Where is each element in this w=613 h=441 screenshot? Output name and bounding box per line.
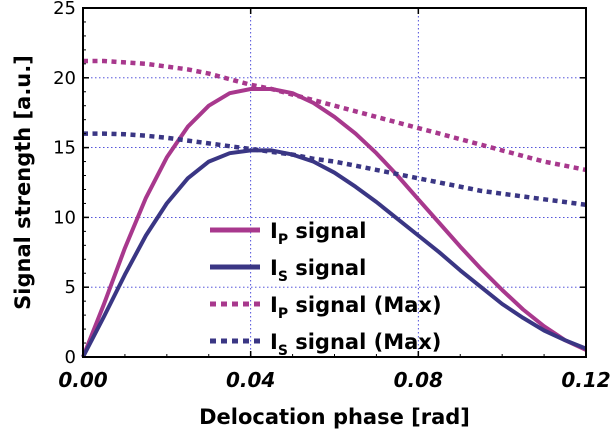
series-line-0 [81,87,587,358]
y-tick-label: 0 [65,347,76,368]
y-axis-label: Signal strength [a.u.] [11,55,35,310]
legend-main: I [270,219,278,243]
y-tick-label: 20 [53,68,76,89]
y-tick-label: 5 [65,277,76,298]
legend-main: I [270,293,278,317]
x-tick-label: 0.12 [561,368,610,392]
x-tick-label: 0.00 [58,368,107,392]
y-tick-label: 25 [53,0,76,19]
legend-subscript: S [278,269,288,285]
y-tick-label: 15 [53,138,76,159]
legend-label-3: IS signal (Max) [270,330,441,359]
x-tick-label: 0.08 [394,368,443,392]
legend-label-0: IP signal [270,219,366,248]
legend-rest: signal (Max) [288,330,441,354]
series-line-1 [81,148,587,358]
legend-rest: signal [288,256,366,280]
legend-main: I [270,330,278,354]
legend-subscript: S [278,343,288,359]
axis-ticks: 0.00 0.04 0.08 0.12 0 5 10 15 20 25 [53,0,611,392]
x-axis-label: Delocation phase [rad] [199,405,470,429]
legend-main: I [270,256,278,280]
series-lines [81,58,587,358]
legend-rest: signal [288,219,366,243]
x-tick-label: 0.04 [226,368,275,392]
legend-rest: signal (Max) [288,293,441,317]
legend-label-1: IS signal [270,256,366,285]
series-line-3 [83,131,587,208]
legend-subscript: P [278,232,288,248]
y-tick-label: 10 [53,207,76,228]
legend-subscript: P [278,306,288,322]
legend-label-2: IP signal (Max) [270,293,442,322]
series-line-2 [83,58,587,173]
